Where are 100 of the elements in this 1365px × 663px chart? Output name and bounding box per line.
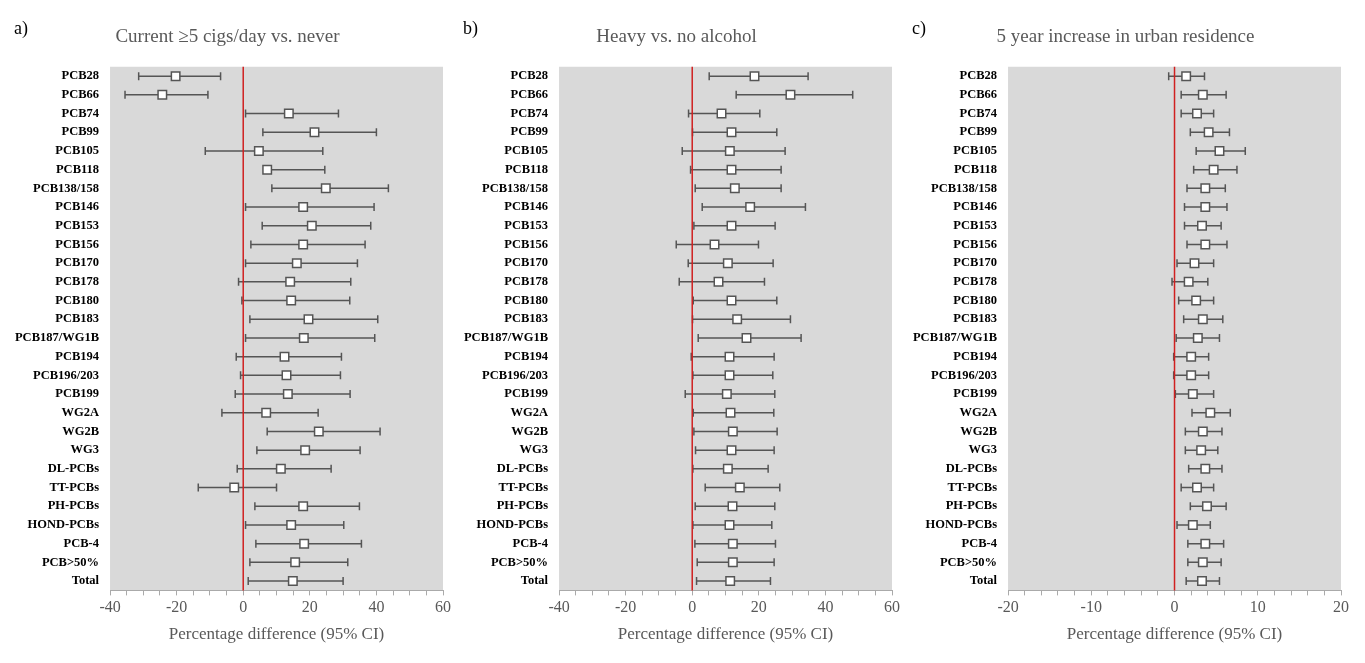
y-tick-label: TT-PCBs xyxy=(947,479,998,494)
point xyxy=(726,445,737,456)
y-tick-label: HOND-PCBs xyxy=(27,517,100,532)
y-tick-label: PCB153 xyxy=(953,217,998,232)
y-tick-label: PCB156 xyxy=(504,236,549,251)
y-tick-label: PCB178 xyxy=(953,274,998,289)
point xyxy=(1187,389,1198,400)
y-tick-label: WG2B xyxy=(511,423,549,438)
point xyxy=(279,351,290,362)
y-tick-label: PCB196/203 xyxy=(33,367,100,382)
y-tick-label: PCB>50% xyxy=(490,554,549,569)
x-tick-label: 0 xyxy=(688,598,697,616)
point xyxy=(1189,258,1200,269)
y-tick-label: PCB170 xyxy=(953,255,998,270)
point xyxy=(1200,538,1211,549)
x-tick-label: 0 xyxy=(1170,598,1179,616)
point xyxy=(320,183,331,194)
x-tick-label: 60 xyxy=(884,598,900,616)
y-tick-label: HOND-PCBs xyxy=(925,517,998,532)
y-tick-label: PCB153 xyxy=(55,217,100,232)
x-axis-title: Percentage difference (95% CI) xyxy=(617,624,834,644)
point xyxy=(298,332,309,343)
x-tick-label: -20 xyxy=(165,598,188,616)
point xyxy=(1197,314,1208,325)
y-tick-label: PCB66 xyxy=(959,87,998,102)
y-tick-label: PCB138/158 xyxy=(931,180,998,195)
y-tick-label: PCB178 xyxy=(55,274,100,289)
point xyxy=(724,145,735,156)
point xyxy=(1200,183,1211,194)
y-tick-label: PCB194 xyxy=(953,348,998,363)
point xyxy=(261,407,272,418)
y-tick-label: PCB196/203 xyxy=(931,367,998,382)
x-tick-label: -40 xyxy=(99,598,121,616)
point xyxy=(732,314,743,325)
y-tick-label: PCB118 xyxy=(953,161,998,176)
point xyxy=(283,108,294,119)
point xyxy=(726,127,737,138)
x-tick-label: 20 xyxy=(750,598,767,616)
point xyxy=(785,89,796,100)
point xyxy=(725,576,736,587)
y-tick-label: PCB180 xyxy=(55,292,100,307)
point xyxy=(727,538,738,549)
point xyxy=(1192,332,1203,343)
y-tick-label: PCB-4 xyxy=(961,535,998,550)
y-tick-label: PCB66 xyxy=(510,87,549,102)
y-tick-label: PCB153 xyxy=(504,217,549,232)
point xyxy=(1196,445,1207,456)
y-tick-label: DL-PCBs xyxy=(496,461,549,476)
point xyxy=(286,295,297,306)
y-tick-label: PCB74 xyxy=(959,105,998,120)
chart-title: Heavy vs. no alcohol xyxy=(596,25,757,47)
point xyxy=(727,557,738,568)
y-tick-label: PCB28 xyxy=(61,68,100,83)
point xyxy=(286,519,297,530)
y-tick-label: PCB-4 xyxy=(512,535,549,550)
y-tick-label: PCB187/WG1B xyxy=(463,330,549,345)
point xyxy=(1197,557,1208,568)
y-tick-label: PH-PCBs xyxy=(945,498,998,513)
point xyxy=(170,71,181,82)
y-tick-label: WG3 xyxy=(70,442,100,457)
point xyxy=(727,501,738,512)
point xyxy=(313,426,324,437)
point xyxy=(1197,89,1208,100)
point xyxy=(1181,71,1192,82)
y-tick-label: PCB180 xyxy=(504,292,549,307)
y-tick-label: PCB118 xyxy=(504,161,549,176)
y-tick-label: PCB28 xyxy=(510,68,549,83)
point xyxy=(1186,351,1197,362)
y-tick-label: PCB99 xyxy=(510,124,549,139)
point xyxy=(253,145,264,156)
y-tick-label: PCB118 xyxy=(55,161,100,176)
x-tick-label: 20 xyxy=(1333,598,1349,616)
point xyxy=(1205,407,1216,418)
point xyxy=(1200,239,1211,250)
y-tick-label: Total xyxy=(71,573,100,588)
point xyxy=(303,314,314,325)
y-tick-label: PCB194 xyxy=(504,348,549,363)
y-tick-label: WG2B xyxy=(960,423,998,438)
x-axis-title: Percentage difference (95% CI) xyxy=(168,624,385,644)
point xyxy=(309,127,320,138)
x-tick-label: -20 xyxy=(997,598,1019,616)
point xyxy=(727,426,738,437)
y-tick-label: PCB74 xyxy=(61,105,100,120)
y-tick-label: PCB199 xyxy=(55,386,100,401)
text: c) xyxy=(912,17,926,39)
y-tick-label: PCB146 xyxy=(55,199,100,214)
point xyxy=(229,482,240,493)
y-tick-label: HOND-PCBs xyxy=(476,517,549,532)
point xyxy=(741,332,752,343)
y-tick-label: Total xyxy=(969,573,998,588)
x-tick-label: 40 xyxy=(368,598,385,616)
y-tick-label: PCB156 xyxy=(953,236,998,251)
point xyxy=(724,351,735,362)
y-tick-label: PCB146 xyxy=(504,199,549,214)
point xyxy=(749,71,760,82)
x-tick-label: 20 xyxy=(301,598,318,616)
y-tick-label: WG2B xyxy=(62,423,100,438)
y-tick-label: Total xyxy=(520,573,549,588)
point xyxy=(291,258,302,269)
y-tick-label: PCB196/203 xyxy=(482,367,549,382)
